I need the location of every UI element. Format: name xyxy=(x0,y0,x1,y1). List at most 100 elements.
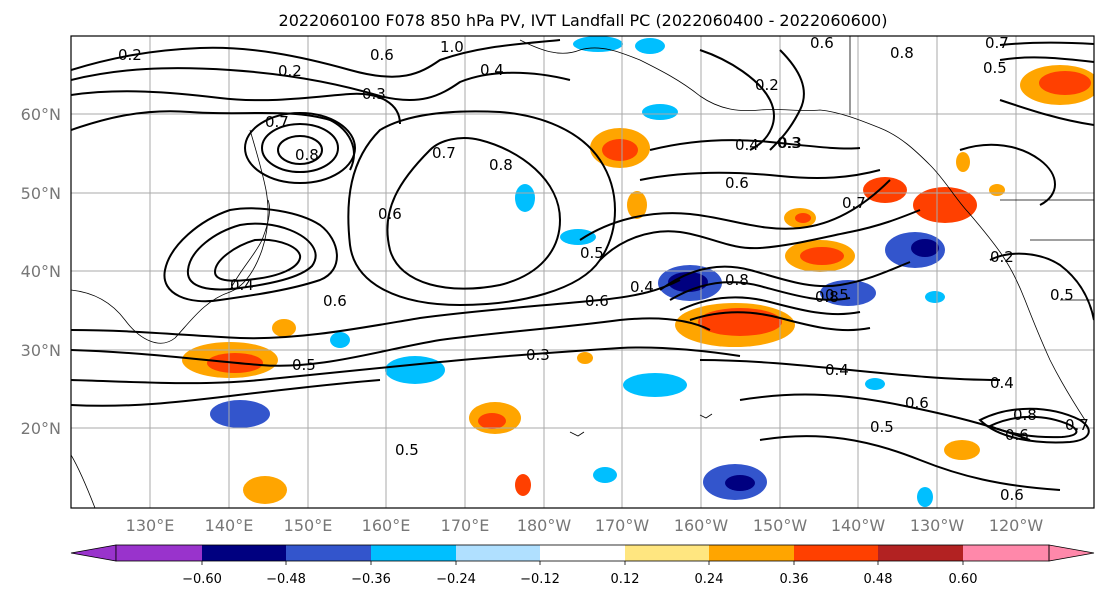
contour-line xyxy=(71,317,711,367)
pv-negative-area xyxy=(573,36,623,52)
contour-label: 0.2 xyxy=(278,62,302,80)
contour-line xyxy=(649,139,861,151)
hawaii-islands xyxy=(699,413,713,419)
contour-label: 0.6 xyxy=(585,292,609,310)
colorbar-label: 0.12 xyxy=(611,572,640,587)
contour-line xyxy=(987,415,1078,439)
colorbar-label: −0.24 xyxy=(436,572,476,587)
contour-label: 0.8 xyxy=(489,156,513,174)
contour-label: 0.4 xyxy=(630,278,654,296)
contour-label: 0.2 xyxy=(990,248,1014,266)
pv-negative-area xyxy=(635,38,665,54)
pv-negative-area xyxy=(210,400,270,428)
longitude-labels: 130°E 140°E 150°E 160°E 170°E 180°W 170°… xyxy=(126,516,1044,535)
pv-negative-area xyxy=(917,487,933,507)
pv-positive-area xyxy=(627,191,647,219)
pv-negative-area xyxy=(865,378,885,390)
contour-label: 0.8 xyxy=(815,288,839,306)
pv-positive-core xyxy=(602,139,638,161)
contour-line xyxy=(999,99,1094,126)
colorbar-label: 0.24 xyxy=(695,572,724,587)
lat-label: 30°N xyxy=(21,341,61,360)
pv-positive-area xyxy=(243,476,287,504)
colorbar-segment xyxy=(625,545,709,561)
colorbar-label: 0.36 xyxy=(780,572,809,587)
contour-label: 0.6 xyxy=(810,34,834,52)
pv-negative-area xyxy=(593,467,617,483)
pv-negative-core xyxy=(725,475,755,491)
contour-line xyxy=(71,110,355,171)
contour-line xyxy=(71,39,561,78)
colorbar-segment xyxy=(116,545,202,561)
contour-line xyxy=(599,209,921,261)
colorbar-ticks xyxy=(201,561,964,565)
lon-label: 160°E xyxy=(362,516,411,535)
contour-label: 0.8 xyxy=(725,271,749,289)
lat-label: 50°N xyxy=(21,184,61,203)
lat-label: 60°N xyxy=(21,105,61,124)
contour-label: 0.6 xyxy=(1000,486,1024,504)
contour-line xyxy=(213,238,302,282)
colorbar-segment xyxy=(794,545,878,561)
lon-label: 140°W xyxy=(831,516,886,535)
pv-positive-area xyxy=(913,187,977,223)
colorbar: −0.60 −0.48 −0.36 −0.24 −0.12 0.12 0.24 … xyxy=(70,544,1095,587)
contour-label: 0.8 xyxy=(1013,406,1037,424)
pv-negative-area xyxy=(623,373,687,397)
pv-negative-area xyxy=(515,184,535,212)
colorbar-segment xyxy=(709,545,794,561)
colorbar-label: −0.60 xyxy=(182,572,222,587)
lon-label: 130°E xyxy=(126,516,175,535)
pv-negative-area xyxy=(925,291,945,303)
pv-positive-area xyxy=(989,184,1005,196)
contour-label: 0.5 xyxy=(870,418,894,436)
contour-line xyxy=(669,281,851,301)
lon-label: 130°W xyxy=(910,516,965,535)
lon-label: 120°W xyxy=(989,516,1044,535)
contour-label: 0.6 xyxy=(370,46,394,64)
lat-label: 40°N xyxy=(21,262,61,281)
contour-label: 0.4 xyxy=(990,374,1014,392)
pv-positive-area xyxy=(515,474,531,496)
colorbar-label: −0.36 xyxy=(351,572,391,587)
contour-line xyxy=(769,49,805,151)
contour-label: 0.6 xyxy=(1005,426,1029,444)
contour-label: 0.5 xyxy=(825,286,849,304)
contour-label: 0.4 xyxy=(735,136,759,154)
contour-label: 0.7 xyxy=(985,34,1009,52)
figure-title: 2022060100 F078 850 hPa PV, IVT Landfall… xyxy=(279,11,888,30)
contour-line xyxy=(386,137,562,290)
alaska-northamerica-coastline xyxy=(519,39,1086,421)
colorbar-label: 0.48 xyxy=(864,572,893,587)
map-frame xyxy=(70,35,1095,509)
contour-line xyxy=(999,56,1094,63)
colorbar-segment xyxy=(202,545,286,561)
contour-label: 0.5 xyxy=(983,59,1007,77)
contour-line xyxy=(71,379,381,407)
contour-line xyxy=(244,112,356,184)
contour-line xyxy=(277,135,323,165)
pv-negative-area xyxy=(330,332,350,348)
contour-line xyxy=(978,407,1090,444)
contour-line xyxy=(639,169,881,181)
contour-label: 0.2 xyxy=(755,76,779,94)
contour-label: 0.5 xyxy=(580,244,604,262)
contour-label: 0.3 xyxy=(526,346,550,364)
map-background xyxy=(71,36,1094,508)
colorbar-segment xyxy=(878,545,963,561)
contour-labels: 0.2 0.2 0.3 0.4 0.5 0.6 0.7 0.8 0.7 0.8 … xyxy=(118,34,1089,504)
island xyxy=(569,431,585,437)
colorbar-label: 0.60 xyxy=(949,572,978,587)
contour-label: 0.6 xyxy=(725,174,749,192)
map-panel: 0.2 0.2 0.3 0.4 0.5 0.6 0.7 0.8 0.7 0.8 … xyxy=(70,34,1095,509)
pv-negative-area xyxy=(560,229,596,245)
colorbar-label: −0.48 xyxy=(266,572,306,587)
lon-label: 180°W xyxy=(517,516,572,535)
contour-line xyxy=(71,279,681,340)
latitude-labels: 60°N 50°N 40°N 30°N 20°N xyxy=(21,105,61,438)
contour-label: 0.7 xyxy=(432,144,456,162)
contour-label: 0.5 xyxy=(292,356,316,374)
contour-label: 0.2 xyxy=(118,46,142,64)
lon-label: 170°W xyxy=(595,516,650,535)
